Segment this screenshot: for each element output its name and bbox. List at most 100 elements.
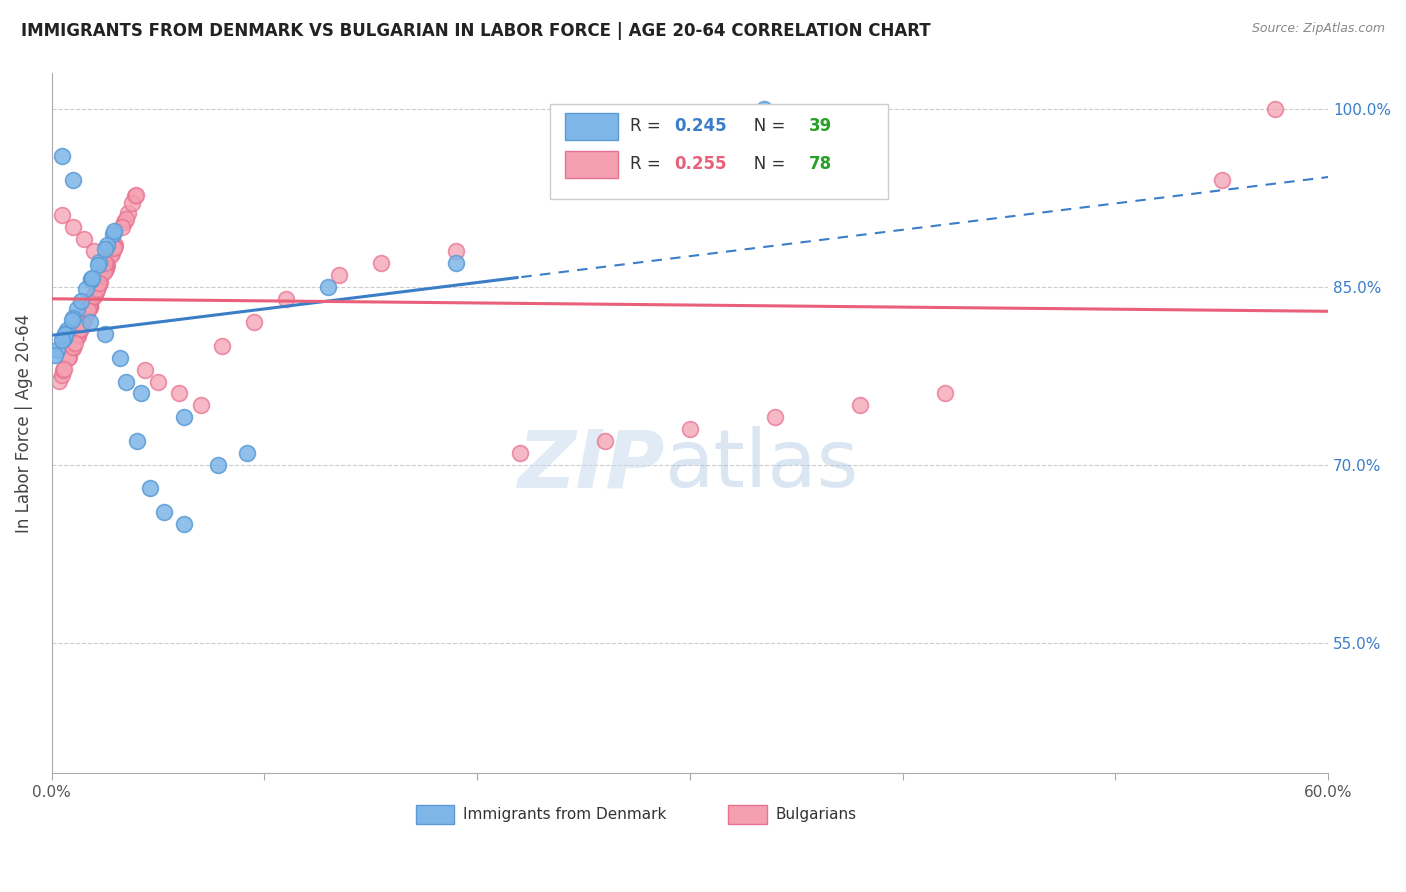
Point — [83, 286, 105, 301]
Point — [69, 323, 91, 337]
Point — [79, 299, 101, 313]
Point — [138, 482, 160, 496]
Point — [153, 505, 176, 519]
Text: atlas: atlas — [665, 426, 859, 504]
Point — [60, 313, 83, 327]
Point — [77, 301, 100, 315]
Point — [63, 335, 86, 350]
Text: N =: N = — [738, 117, 792, 135]
FancyBboxPatch shape — [728, 805, 766, 824]
Point — [66, 301, 89, 316]
Point — [69, 294, 91, 309]
Point — [52, 330, 75, 344]
Point — [52, 362, 75, 376]
Point — [62, 340, 84, 354]
Point — [444, 244, 467, 258]
Text: R =: R = — [630, 117, 666, 135]
Point — [103, 241, 125, 255]
Text: 39: 39 — [808, 117, 832, 135]
Point — [48, 375, 70, 389]
Point — [134, 363, 156, 377]
Point — [243, 315, 266, 329]
Point — [103, 241, 125, 255]
Text: R =: R = — [630, 155, 666, 173]
Point — [77, 301, 100, 315]
Point — [89, 275, 111, 289]
Point — [83, 289, 105, 303]
Point — [69, 322, 91, 336]
Point — [62, 341, 84, 355]
Point — [76, 306, 98, 320]
Point — [58, 350, 80, 364]
Point — [124, 187, 146, 202]
Text: Source: ZipAtlas.com: Source: ZipAtlas.com — [1251, 22, 1385, 36]
FancyBboxPatch shape — [565, 152, 619, 178]
Point — [77, 301, 100, 315]
Point — [111, 219, 134, 234]
Text: N =: N = — [738, 155, 792, 173]
Point — [86, 282, 108, 296]
Point — [93, 263, 115, 277]
Point — [146, 375, 169, 389]
Point — [56, 323, 79, 337]
Point — [328, 268, 350, 282]
Point — [51, 333, 73, 347]
Point — [1264, 102, 1286, 116]
Point — [62, 311, 84, 326]
Point — [117, 206, 139, 220]
Point — [104, 237, 127, 252]
Point — [236, 446, 259, 460]
Point — [86, 259, 108, 273]
Point — [101, 227, 124, 241]
Text: 0.245: 0.245 — [675, 117, 727, 135]
Point — [73, 313, 96, 327]
Point — [173, 410, 195, 425]
Point — [754, 102, 776, 116]
Point — [444, 256, 467, 270]
Point — [316, 279, 339, 293]
Point — [44, 348, 66, 362]
Point — [79, 298, 101, 312]
Point — [87, 279, 110, 293]
Point — [94, 242, 117, 256]
FancyBboxPatch shape — [565, 113, 619, 139]
Text: ZIP: ZIP — [517, 426, 665, 504]
Point — [96, 259, 118, 273]
Point — [67, 327, 90, 342]
Point — [190, 398, 212, 412]
Point — [75, 282, 97, 296]
Point — [108, 351, 131, 365]
Point — [593, 434, 616, 448]
Point — [211, 339, 233, 353]
Point — [84, 285, 107, 300]
Point — [53, 327, 76, 342]
Point — [121, 196, 143, 211]
Point — [62, 220, 84, 235]
Point — [115, 375, 138, 389]
Point — [103, 239, 125, 253]
Point — [207, 458, 229, 472]
Point — [274, 292, 297, 306]
Text: Bulgarians: Bulgarians — [776, 807, 856, 822]
Point — [96, 237, 118, 252]
Point — [51, 209, 73, 223]
Point — [103, 224, 125, 238]
Point — [87, 255, 110, 269]
Point — [53, 326, 76, 341]
Point — [58, 351, 80, 365]
Point — [75, 307, 97, 321]
Point — [934, 386, 956, 401]
Point — [1211, 173, 1233, 187]
Point — [103, 240, 125, 254]
Point — [52, 330, 75, 344]
Point — [51, 149, 73, 163]
Point — [93, 265, 115, 279]
Point — [114, 211, 136, 226]
Point — [763, 410, 786, 425]
Point — [52, 363, 75, 377]
Point — [94, 260, 117, 275]
Point — [83, 289, 105, 303]
Point — [96, 259, 118, 273]
Point — [73, 232, 96, 246]
Text: 0.255: 0.255 — [675, 155, 727, 173]
